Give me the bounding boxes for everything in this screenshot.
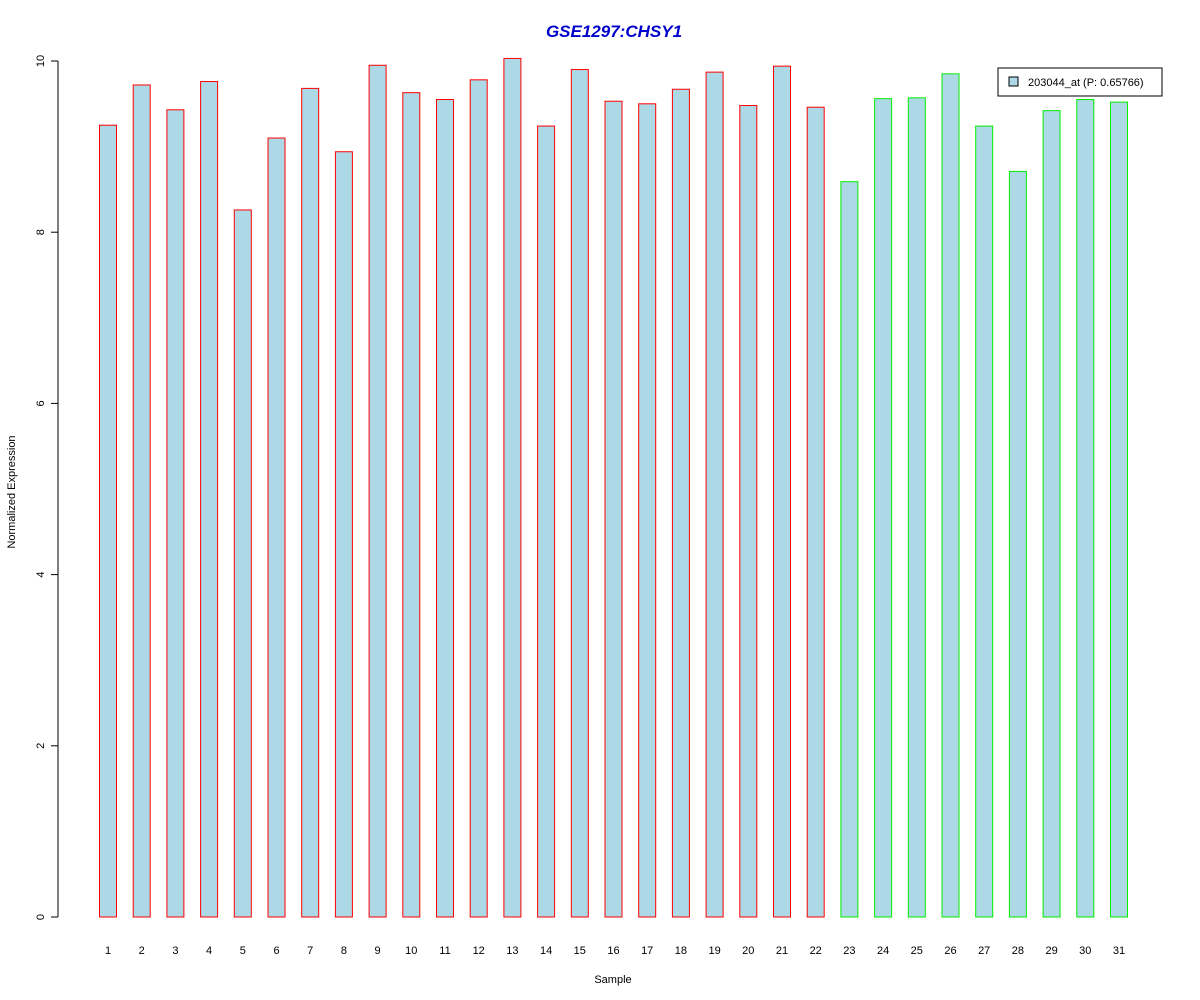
- x-tick-label: 19: [708, 945, 720, 957]
- x-tick-label: 20: [742, 945, 754, 957]
- bar-sample-10: [402, 92, 421, 918]
- x-tick-label: 30: [1079, 945, 1091, 957]
- x-tick-label: 28: [1012, 945, 1024, 957]
- bar-sample-2: [132, 84, 151, 918]
- bar-sample-6: [267, 137, 286, 918]
- x-tick-label: 4: [206, 945, 212, 957]
- bar-sample-11: [436, 99, 454, 918]
- bar-sample-20: [739, 105, 758, 918]
- x-tick-label: 1: [105, 945, 111, 957]
- x-tick-label: 5: [240, 945, 246, 957]
- bar-sample-12: [469, 79, 488, 918]
- bar-sample-18: [671, 88, 690, 918]
- bar-sample-27: [975, 125, 994, 918]
- x-tick-label: 14: [540, 945, 552, 957]
- x-tick-label: 15: [574, 945, 586, 957]
- y-tick-label: 2: [35, 743, 47, 749]
- x-tick-label: 25: [911, 945, 923, 957]
- bar-sample-30: [1076, 99, 1095, 918]
- bar-sample-21: [773, 65, 791, 918]
- x-tick-label: 7: [307, 945, 313, 957]
- bar-sample-13: [503, 57, 522, 918]
- x-tick-label: 31: [1113, 945, 1125, 957]
- y-axis: 0 2 4 6 8 10: [35, 55, 59, 920]
- y-axis-label: Normalized Expression: [6, 435, 18, 548]
- legend-label: 203044_at (P: 0.65766): [1028, 77, 1144, 89]
- legend-box: [997, 67, 1163, 97]
- bar-sample-7: [301, 87, 320, 918]
- x-tick-label: 23: [843, 945, 855, 957]
- bar-sample-15: [570, 69, 589, 918]
- x-tick-label: 8: [341, 945, 347, 957]
- x-tick-labels: 1 2 3 4 5 6 7 8 9 10 11 12 13 14 15 16 17 18 19 20 21 22 23 24 2…: [105, 945, 1125, 957]
- bar-sample-24: [874, 98, 893, 918]
- x-tick-label: 12: [473, 945, 485, 957]
- x-tick-label: 17: [641, 945, 653, 957]
- bar-sample-3: [166, 109, 185, 918]
- bars: [99, 57, 1128, 918]
- bar-sample-29: [1042, 110, 1061, 918]
- x-axis-label: Sample: [594, 974, 631, 986]
- x-tick-label: 11: [439, 945, 450, 957]
- x-tick-label: 2: [139, 945, 145, 957]
- y-tick-label: 8: [35, 229, 47, 235]
- chart-title: GSE1297:CHSY1: [546, 22, 682, 41]
- bar-sample-28: [1008, 170, 1027, 918]
- bar-sample-26: [941, 73, 960, 918]
- bar-sample-25: [907, 97, 926, 918]
- legend-swatch: [1008, 76, 1019, 87]
- x-tick-label: 18: [675, 945, 687, 957]
- bar-sample-23: [840, 181, 859, 918]
- x-tick-label: 29: [1045, 945, 1057, 957]
- bar-sample-9: [368, 64, 387, 918]
- x-tick-label: 26: [944, 945, 956, 957]
- y-tick-label: 6: [35, 400, 47, 406]
- x-tick-label: 22: [810, 945, 822, 957]
- x-tick-label: 16: [607, 945, 619, 957]
- bar-sample-14: [537, 125, 556, 918]
- bar-sample-19: [705, 71, 724, 918]
- x-tick-label: 21: [776, 945, 788, 957]
- bar-sample-4: [200, 81, 219, 918]
- bar-sample-8: [334, 151, 353, 918]
- bar-sample-5: [233, 209, 252, 918]
- x-tick-label: 3: [172, 945, 178, 957]
- bar-sample-17: [638, 103, 657, 918]
- legend: 203044_at (P: 0.65766): [997, 67, 1163, 97]
- x-tick-label: 24: [877, 945, 889, 957]
- x-tick-label: 27: [978, 945, 990, 957]
- bar-sample-22: [806, 106, 825, 918]
- bar-sample-16: [604, 100, 623, 918]
- x-tick-label: 10: [405, 945, 417, 957]
- y-tick-label: 10: [35, 55, 47, 67]
- y-tick-label: 0: [35, 914, 47, 920]
- bar-sample-1: [99, 124, 117, 918]
- x-tick-label: 9: [375, 945, 381, 957]
- x-tick-label: 6: [273, 945, 279, 957]
- bar-sample-31: [1110, 101, 1128, 918]
- y-tick-label: 4: [35, 572, 47, 578]
- x-tick-label: 13: [506, 945, 518, 957]
